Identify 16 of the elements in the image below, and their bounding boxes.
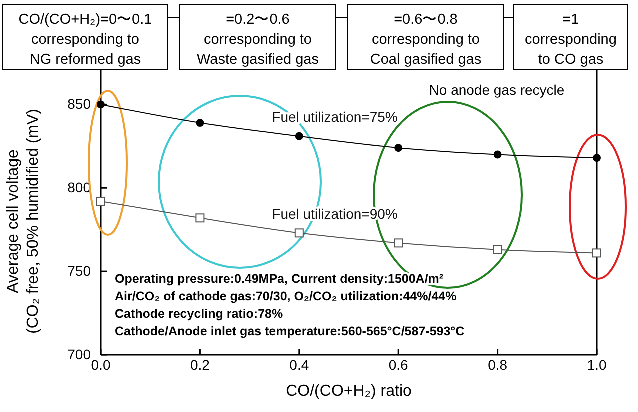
- y-axis-title: Average cell voltage (CO₂ free, 50% humidified (mV): [5, 109, 42, 334]
- y-tick-label: 850: [68, 96, 92, 112]
- x-tick-label: 0.0: [91, 356, 111, 373]
- x-axis-title: CO/(CO+H₂) ratio: [286, 383, 412, 400]
- text: CO/(CO+H₂)=0〜0.1 corresponding to NG reformed gas: [18, 12, 152, 68]
- x-tick-label: 0.4: [290, 356, 310, 373]
- x-tick-label: 0.8: [488, 356, 508, 373]
- x-tick-label: 0.2: [190, 356, 210, 373]
- y-tick-label: 700: [68, 346, 92, 362]
- text: =0.2〜0.6 corresponding to Waste gasified gas: [197, 12, 319, 68]
- text: =1 corresponding to CO gas: [525, 12, 617, 68]
- text: =0.6〜0.8 corresponding to Coal gasified gas: [370, 12, 482, 68]
- x-tick-label: 1.0: [587, 356, 607, 373]
- annotation: No anode gas recycle: [429, 82, 565, 98]
- y-tick-label: 750: [68, 263, 92, 280]
- x-tick-label: 0.6: [388, 356, 409, 373]
